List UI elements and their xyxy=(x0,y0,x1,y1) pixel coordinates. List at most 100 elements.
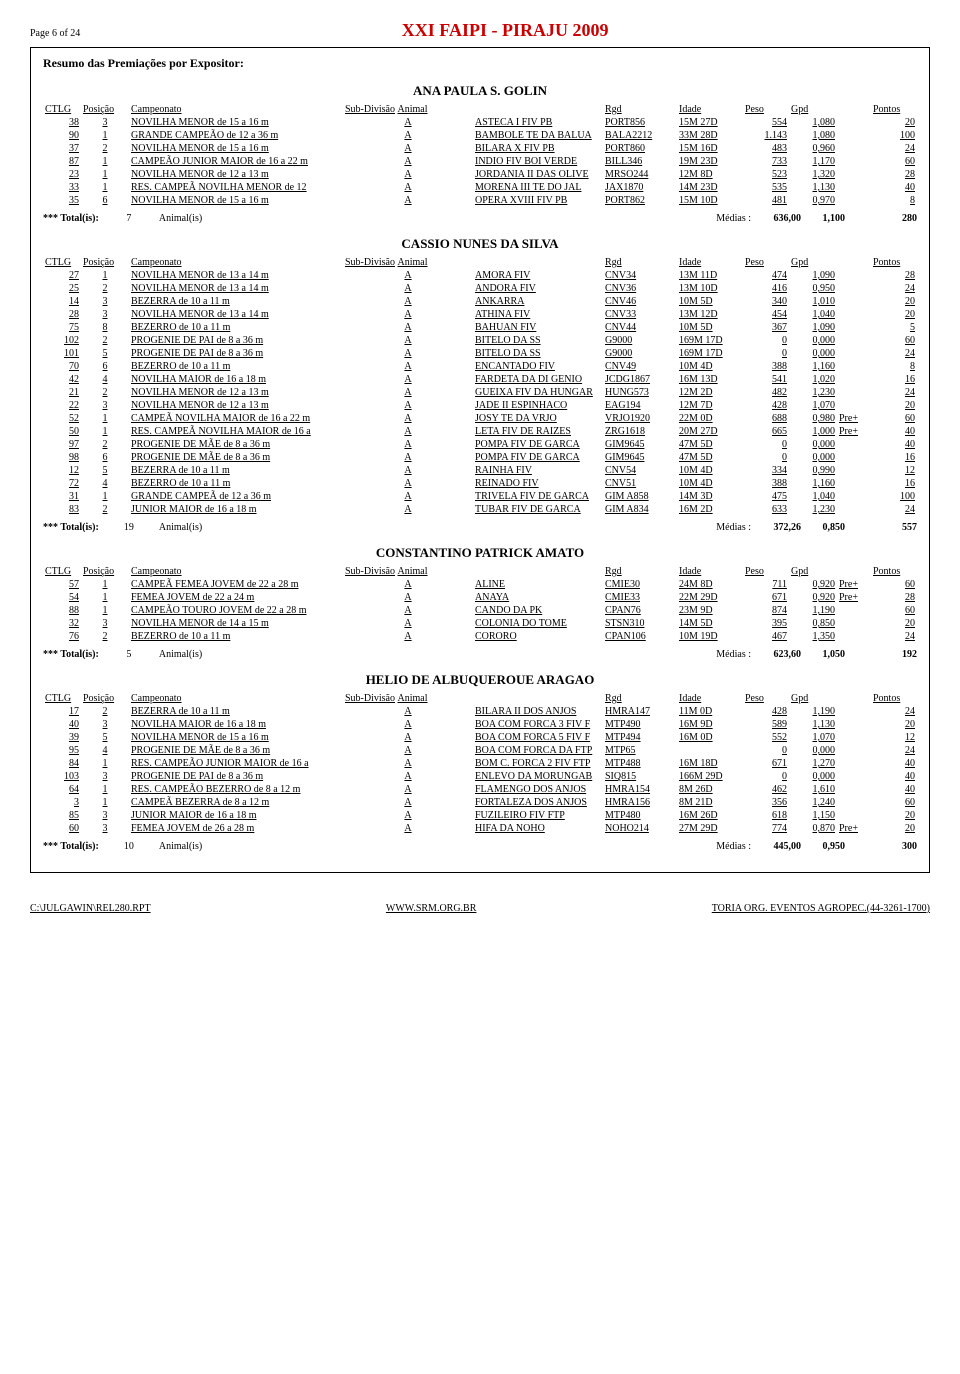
cell-peso: 474 xyxy=(743,269,789,282)
table-row: 125BEZERRA de 10 a 11 mARAINHA FIVCNV541… xyxy=(43,464,917,477)
cell-peso: 475 xyxy=(743,490,789,503)
cell-subdiv: A xyxy=(343,451,473,464)
media-peso: 623,60 xyxy=(751,649,801,660)
cell-pre xyxy=(837,744,871,757)
cell-subdiv: A xyxy=(343,477,473,490)
cell-idade: 13M 10D xyxy=(677,282,743,295)
cell-campeonato: CAMPEÃO JUNIOR MAIOR de 16 a 22 m xyxy=(129,155,343,168)
media-pts: 192 xyxy=(845,649,917,660)
cell-campeonato: BEZERRA de 10 a 11 m xyxy=(129,464,343,477)
cell-rgd: JCDG1867 xyxy=(603,373,677,386)
cell-peso: 541 xyxy=(743,373,789,386)
cell-pontos: 100 xyxy=(871,129,917,142)
cell-posicao: 6 xyxy=(81,194,129,207)
table-row: 252NOVILHA MENOR de 13 a 14 mAANDORA FIV… xyxy=(43,282,917,295)
cell-pontos: 24 xyxy=(871,630,917,643)
col-campeonato: Campeonato xyxy=(129,103,343,116)
cell-ctlg: 85 xyxy=(43,809,81,822)
cell-subdiv: A xyxy=(343,282,473,295)
col-gpd: Gpd xyxy=(789,565,837,578)
cell-pre xyxy=(837,604,871,617)
cell-idade: 16M 0D xyxy=(677,731,743,744)
cell-rgd: G9000 xyxy=(603,334,677,347)
cell-campeonato: BEZERRA de 10 a 11 m xyxy=(129,295,343,308)
table-row: 758BEZERRO de 10 a 11 mABAHUAN FIVCNV441… xyxy=(43,321,917,334)
cell-peso: 356 xyxy=(743,796,789,809)
cell-rgd: CNV44 xyxy=(603,321,677,334)
cell-gpd: 1,240 xyxy=(789,796,837,809)
cell-campeonato: JUNIOR MAIOR de 16 a 18 m xyxy=(129,809,343,822)
cell-rgd: CMIE33 xyxy=(603,591,677,604)
cell-rgd: GIM A834 xyxy=(603,503,677,516)
cell-peso: 416 xyxy=(743,282,789,295)
cell-idade: 13M 12D xyxy=(677,308,743,321)
col-subdivisao-animal: Sub-Divisão Animal xyxy=(343,565,603,578)
table-row: 603FEMEA JOVEM de 26 a 28 mAHIFA DA NOHO… xyxy=(43,822,917,835)
table-row: 541FEMEA JOVEM de 22 a 24 mAANAYACMIE332… xyxy=(43,591,917,604)
cell-idade: 15M 27D xyxy=(677,116,743,129)
cell-pontos: 28 xyxy=(871,591,917,604)
media-gpd: 0,950 xyxy=(801,841,845,852)
cell-subdiv: A xyxy=(343,181,473,194)
cell-peso: 367 xyxy=(743,321,789,334)
cell-animal: GUEIXA FIV DA HUNGAR xyxy=(473,386,603,399)
cell-animal: RAINHA FIV xyxy=(473,464,603,477)
cell-idade: 16M 2D xyxy=(677,503,743,516)
cell-idade: 23M 9D xyxy=(677,604,743,617)
cell-pontos: 16 xyxy=(871,373,917,386)
cell-gpd: 0,960 xyxy=(789,142,837,155)
cell-rgd: GIM A858 xyxy=(603,490,677,503)
cell-pre xyxy=(837,731,871,744)
cell-rgd: NOHO214 xyxy=(603,822,677,835)
cell-ctlg: 83 xyxy=(43,503,81,516)
cell-animal: COLONIA DO TOME xyxy=(473,617,603,630)
cell-peso: 1.143 xyxy=(743,129,789,142)
cell-peso: 589 xyxy=(743,718,789,731)
cell-rgd: MTP65 xyxy=(603,744,677,757)
cell-peso: 481 xyxy=(743,194,789,207)
cell-idade: 12M 8D xyxy=(677,168,743,181)
cell-campeonato: NOVILHA MENOR de 15 a 16 m xyxy=(129,731,343,744)
results-table: CTLGPosiçãoCampeonatoSub-Divisão AnimalR… xyxy=(43,692,917,835)
cell-idade: 169M 17D xyxy=(677,347,743,360)
cell-campeonato: PROGENIE DE PAI de 8 a 36 m xyxy=(129,347,343,360)
cell-campeonato: NOVILHA MENOR de 13 a 14 m xyxy=(129,308,343,321)
cell-posicao: 3 xyxy=(81,809,129,822)
cell-ctlg: 101 xyxy=(43,347,81,360)
cell-ctlg: 27 xyxy=(43,269,81,282)
col-rgd: Rgd xyxy=(603,103,677,116)
cell-rgd: MRSO244 xyxy=(603,168,677,181)
cell-rgd: HMRA156 xyxy=(603,796,677,809)
col-subdivisao-animal: Sub-Divisão Animal xyxy=(343,256,603,269)
cell-pontos: 24 xyxy=(871,386,917,399)
cell-peso: 462 xyxy=(743,783,789,796)
resumo-title: Resumo das Premiações por Expositor: xyxy=(43,56,917,71)
cell-pre xyxy=(837,464,871,477)
col-posicao: Posição xyxy=(81,565,129,578)
cell-posicao: 6 xyxy=(81,451,129,464)
cell-pontos: 40 xyxy=(871,770,917,783)
cell-pre xyxy=(837,438,871,451)
cell-animal: TUBAR FIV DE GARCA xyxy=(473,503,603,516)
col-pontos: Pontos xyxy=(871,692,917,705)
cell-pre xyxy=(837,718,871,731)
cell-animal: HIFA DA NOHO xyxy=(473,822,603,835)
cell-gpd: 1,190 xyxy=(789,604,837,617)
cell-campeonato: BEZERRA de 10 a 11 m xyxy=(129,705,343,718)
section-totals: *** Total(is):10Animal(is)Médias :445,00… xyxy=(43,841,917,852)
cell-posicao: 4 xyxy=(81,373,129,386)
cell-rgd: ZRG1618 xyxy=(603,425,677,438)
cell-posicao: 3 xyxy=(81,822,129,835)
cell-animal: BAMBOLE TE DA BALUA xyxy=(473,129,603,142)
cell-peso: 340 xyxy=(743,295,789,308)
cell-animal: ANAYA xyxy=(473,591,603,604)
cell-pontos: 60 xyxy=(871,155,917,168)
cell-posicao: 1 xyxy=(81,155,129,168)
table-row: 31CAMPEÃ BEZERRA de 8 a 12 mAFORTALEZA D… xyxy=(43,796,917,809)
table-row: 356NOVILHA MENOR de 15 a 16 mAOPERA XVII… xyxy=(43,194,917,207)
cell-ctlg: 70 xyxy=(43,360,81,373)
totals-label: *** Total(is): xyxy=(43,213,99,224)
cell-animal: AMORA FIV xyxy=(473,269,603,282)
cell-animal: BOA COM FORCA DA FTP xyxy=(473,744,603,757)
cell-pontos: 40 xyxy=(871,783,917,796)
